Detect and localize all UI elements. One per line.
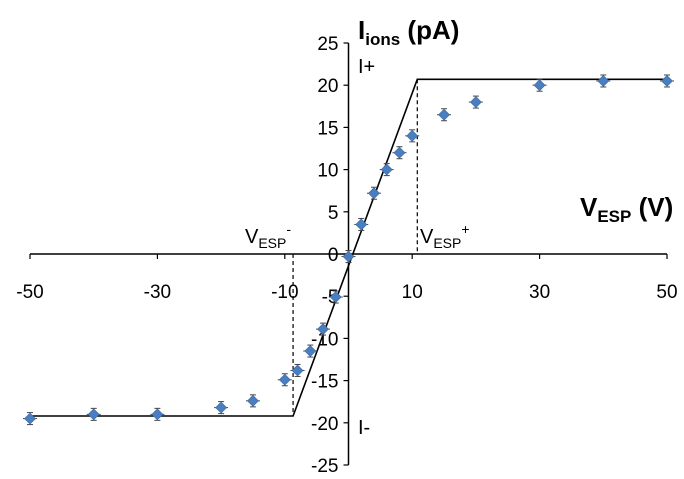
- x-tick-label: -10: [271, 282, 298, 303]
- data-point: [366, 186, 381, 200]
- data-point: [150, 407, 165, 421]
- data-point: [379, 163, 394, 177]
- data-marker: [380, 163, 393, 176]
- y-tick-label: -15: [311, 372, 338, 393]
- data-point: [290, 363, 305, 377]
- data-marker: [247, 394, 259, 407]
- y-tick-label: 20: [317, 76, 338, 97]
- y-tick-label: -20: [311, 414, 338, 435]
- data-point: [392, 146, 407, 160]
- data-marker: [291, 364, 304, 377]
- y-tick-label: 0: [328, 245, 339, 266]
- y-tick-label: 25: [317, 34, 338, 55]
- data-point: [405, 129, 420, 143]
- y-axis-title: Iions (pA): [358, 15, 459, 49]
- v-esp-minus-label: VESP-: [245, 221, 291, 251]
- data-marker: [304, 345, 317, 357]
- data-point: [86, 407, 101, 421]
- data-point: [660, 74, 674, 88]
- data-marker: [151, 408, 164, 421]
- y-tick-label: 15: [317, 118, 338, 139]
- data-point: [354, 217, 369, 231]
- y-tick-label: 10: [317, 161, 338, 182]
- data-marker: [329, 291, 342, 303]
- data-point: [328, 290, 343, 304]
- data-marker: [278, 373, 291, 386]
- data-point: [214, 401, 229, 415]
- data-marker: [215, 401, 228, 414]
- x-tick-label: 50: [656, 282, 677, 303]
- data-marker: [342, 250, 355, 263]
- x-tick-label: -30: [144, 282, 171, 303]
- data-marker: [393, 146, 406, 159]
- data-marker: [87, 408, 100, 421]
- data-point: [23, 412, 37, 426]
- data-marker: [597, 75, 610, 87]
- data-point: [277, 373, 292, 387]
- x-axis-title: VESP (V): [580, 192, 673, 226]
- y-tick-label: -25: [311, 456, 338, 477]
- data-point: [341, 250, 356, 264]
- i-plus-label: I+: [358, 56, 375, 78]
- data-point: [316, 322, 331, 336]
- v-esp-plus-label: VESP+: [420, 221, 470, 251]
- data-point: [437, 108, 452, 122]
- data-marker: [24, 412, 36, 425]
- data-points: [23, 74, 674, 426]
- data-marker: [368, 187, 380, 200]
- guide-lines: [292, 79, 418, 417]
- data-point: [245, 394, 260, 408]
- data-marker: [469, 96, 482, 109]
- x-tick-label: 30: [529, 282, 550, 303]
- i-minus-label: I-: [358, 417, 370, 439]
- data-marker: [438, 108, 450, 121]
- y-tick-label: 5: [328, 203, 339, 224]
- data-marker: [355, 218, 368, 231]
- data-point: [303, 344, 318, 358]
- y-tick-label: -10: [311, 329, 338, 350]
- data-marker: [406, 129, 419, 142]
- data-marker: [661, 75, 673, 87]
- data-point: [596, 74, 611, 88]
- data-point: [532, 78, 547, 92]
- data-marker: [317, 323, 329, 336]
- x-tick-label: -50: [16, 282, 43, 303]
- data-marker: [533, 79, 546, 92]
- x-tick-label: 10: [402, 282, 423, 303]
- data-point: [468, 95, 483, 109]
